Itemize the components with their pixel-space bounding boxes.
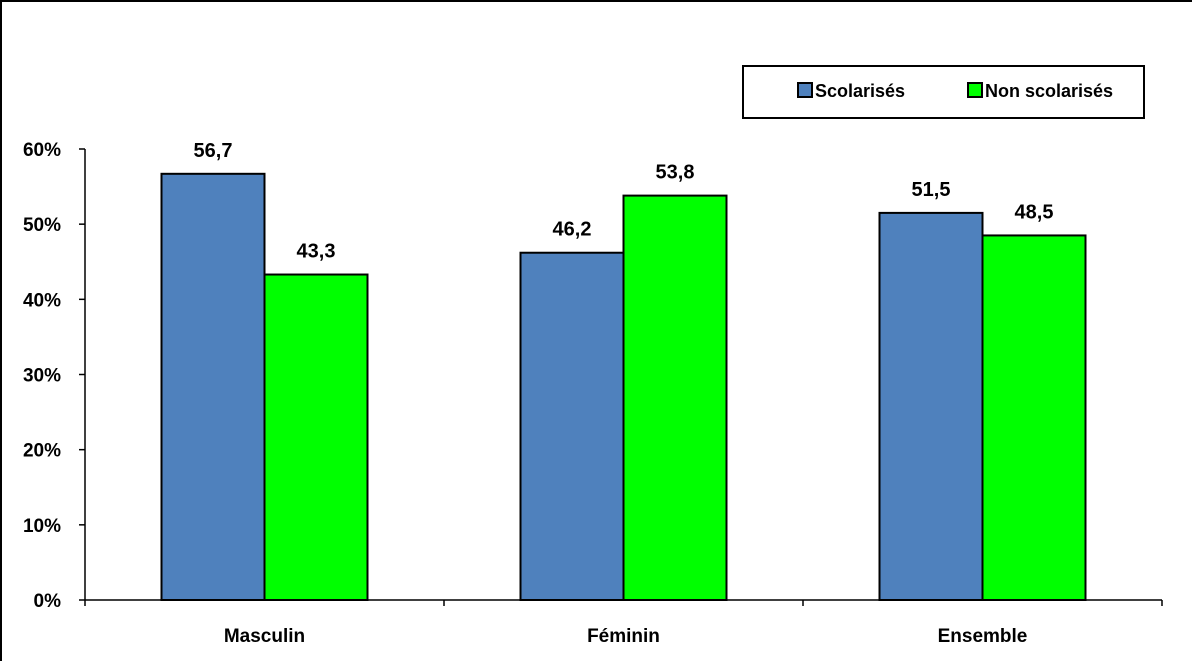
data-label-scolarises-ensemble: 51,5 [912,179,951,201]
x-tick-label-masculin: Masculin [224,626,305,647]
bar-non-scolarises-feminin [622,194,728,601]
y-tick-label: 30% [23,366,61,387]
legend-label-scolarises: Scolarisés [815,81,905,101]
y-tick-label: 0% [34,591,62,612]
bar-non-scolarises-masculin [263,273,369,601]
legend: Scolarisés Non scolarisés [742,65,1145,119]
data-labels: 56,7 43,3 46,2 53,8 51,5 48,5 [194,140,1054,263]
x-tick-label-ensemble: Ensemble [938,626,1028,647]
legend-label-non-scolarises: Non scolarisés [985,81,1113,101]
data-label-scolarises-feminin: 46,2 [553,219,592,241]
bar-scolarises-feminin [519,251,625,601]
data-label-scolarises-masculin: 56,7 [194,140,233,162]
y-tick-label: 10% [23,516,61,537]
y-tick-label: 20% [23,441,61,462]
x-tick-label-feminin: Féminin [587,626,660,647]
data-label-non-scolarises-ensemble: 48,5 [1015,201,1054,223]
bar-non-scolarises-ensemble [981,234,1087,601]
bar-scolarises-ensemble [878,211,984,601]
legend-swatch-non-scolarises [967,82,983,98]
y-tick-label: 40% [23,290,61,311]
bars [160,172,1087,601]
data-label-non-scolarises-masculin: 43,3 [297,241,336,263]
y-tick-label: 50% [23,215,61,236]
legend-swatch-scolarises [797,82,813,98]
bar-scolarises-masculin [160,172,266,601]
data-label-non-scolarises-feminin: 53,8 [656,162,695,184]
y-tick-label: 60% [23,140,61,161]
